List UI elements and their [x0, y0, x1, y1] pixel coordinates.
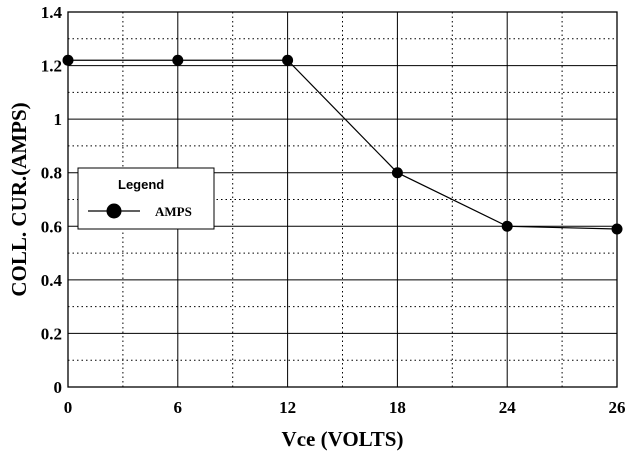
tick-labels: 0 6 12 18 24 26 0 0.2 0.4 0.6 0.8 1 1.2 1.4 — [41, 3, 626, 417]
x-axis-title: Vce (VOLTS) — [282, 427, 404, 451]
legend-box — [77, 167, 215, 230]
data-point-marker — [172, 54, 184, 66]
legend-marker-swatch — [106, 203, 122, 219]
x-tick-label: 0 — [64, 398, 73, 417]
x-tick-label: 18 — [389, 398, 406, 417]
series-layer — [62, 54, 623, 235]
x-tick-label: 24 — [499, 398, 517, 417]
x-tick-label: 12 — [279, 398, 296, 417]
x-tick-label: 26 — [609, 398, 626, 417]
y-tick-label: 0.2 — [41, 324, 62, 343]
y-tick-label: 0.6 — [41, 217, 62, 236]
legend-label: AMPS — [155, 204, 192, 219]
y-tick-label: 0.4 — [41, 271, 63, 290]
legend-title: Legend — [118, 177, 164, 192]
y-axis-title: COLL. CUR.(AMPS) — [7, 102, 31, 296]
legend: Legend AMPS — [77, 167, 215, 230]
data-point-marker — [391, 167, 403, 179]
y-tick-label: 0 — [54, 378, 63, 397]
y-tick-label: 1.2 — [41, 57, 62, 76]
data-point-marker — [501, 220, 513, 232]
data-point-marker — [282, 54, 294, 66]
y-tick-label: 1 — [54, 110, 63, 129]
grid — [68, 12, 617, 387]
data-point-marker — [62, 54, 74, 66]
y-tick-label: 0.8 — [41, 164, 62, 183]
y-tick-label: 1.4 — [41, 3, 63, 22]
data-point-marker — [611, 223, 623, 235]
x-tick-label: 6 — [174, 398, 183, 417]
series-line-amps — [68, 59, 618, 230]
plot-area — [67, 11, 618, 388]
